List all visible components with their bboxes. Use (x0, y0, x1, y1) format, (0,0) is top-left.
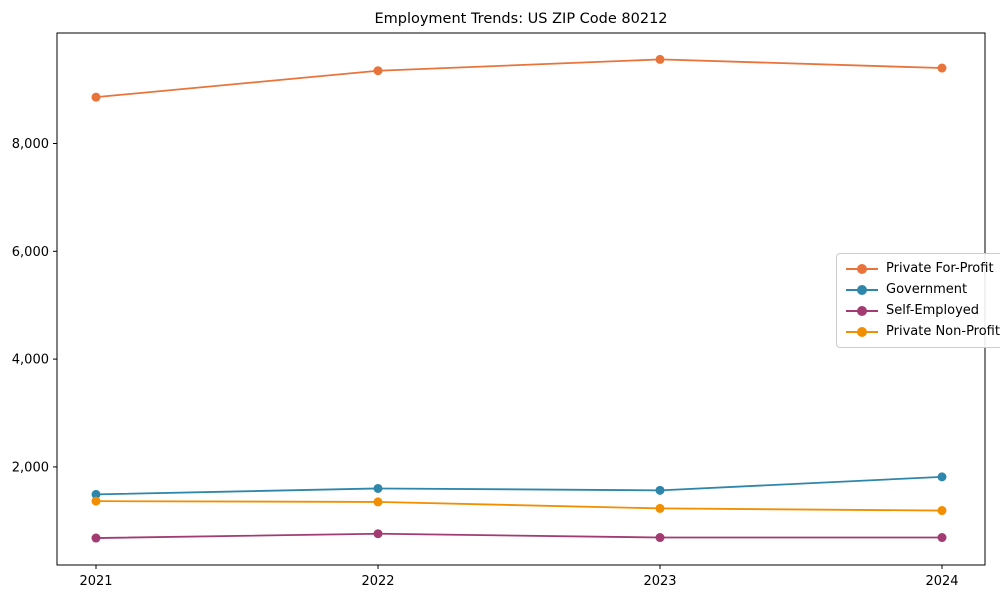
data-point-marker (937, 506, 947, 516)
line-marker-icon (846, 326, 878, 338)
data-point-marker (937, 472, 947, 482)
chart-title: Employment Trends: US ZIP Code 80212 (374, 11, 668, 27)
y-tick-label: 6,000 (12, 245, 49, 260)
x-tick-label: 2023 (643, 574, 676, 589)
legend-item-private-for-profit: Private For-Profit (846, 260, 1000, 278)
data-point-marker (373, 497, 383, 507)
data-point-marker (937, 533, 947, 543)
line-marker-icon (846, 263, 878, 275)
series-line (95, 500, 943, 512)
data-point-marker (91, 92, 101, 102)
series-line (95, 532, 942, 539)
data-point-marker (373, 529, 383, 539)
legend-item-government: Government (846, 281, 1000, 299)
data-point-marker (373, 66, 383, 76)
y-tick-label: 4,000 (12, 353, 49, 368)
y-tick-label: 2,000 (12, 460, 49, 475)
data-point-marker (655, 503, 665, 513)
legend: Private For-Profit Government Self-Emplo… (836, 253, 1000, 348)
legend-item-self-employed: Self-Employed (846, 302, 1000, 320)
x-tick-label: 2021 (79, 574, 112, 589)
legend-label: Self-Employed (886, 303, 980, 318)
data-point-marker (655, 485, 665, 495)
legend-label: Government (886, 282, 968, 297)
legend-item-private-non-profit: Private Non-Profit (846, 323, 1000, 341)
x-tick-label: 2024 (925, 574, 958, 589)
data-point-marker (91, 533, 101, 543)
data-point-marker (937, 63, 947, 73)
data-point-marker (91, 489, 101, 499)
data-point-marker (655, 54, 665, 64)
data-point-marker (655, 533, 665, 543)
legend-label: Private For-Profit (886, 261, 994, 276)
line-marker-icon (846, 284, 878, 296)
data-point-marker (91, 496, 101, 506)
series-line (95, 475, 943, 496)
line-marker-icon (846, 305, 878, 317)
series-line (95, 58, 943, 99)
data-point-marker (373, 483, 383, 493)
y-tick-label: 8,000 (12, 137, 49, 152)
x-tick-label: 2022 (361, 574, 394, 589)
legend-label: Private Non-Profit (886, 324, 1000, 339)
